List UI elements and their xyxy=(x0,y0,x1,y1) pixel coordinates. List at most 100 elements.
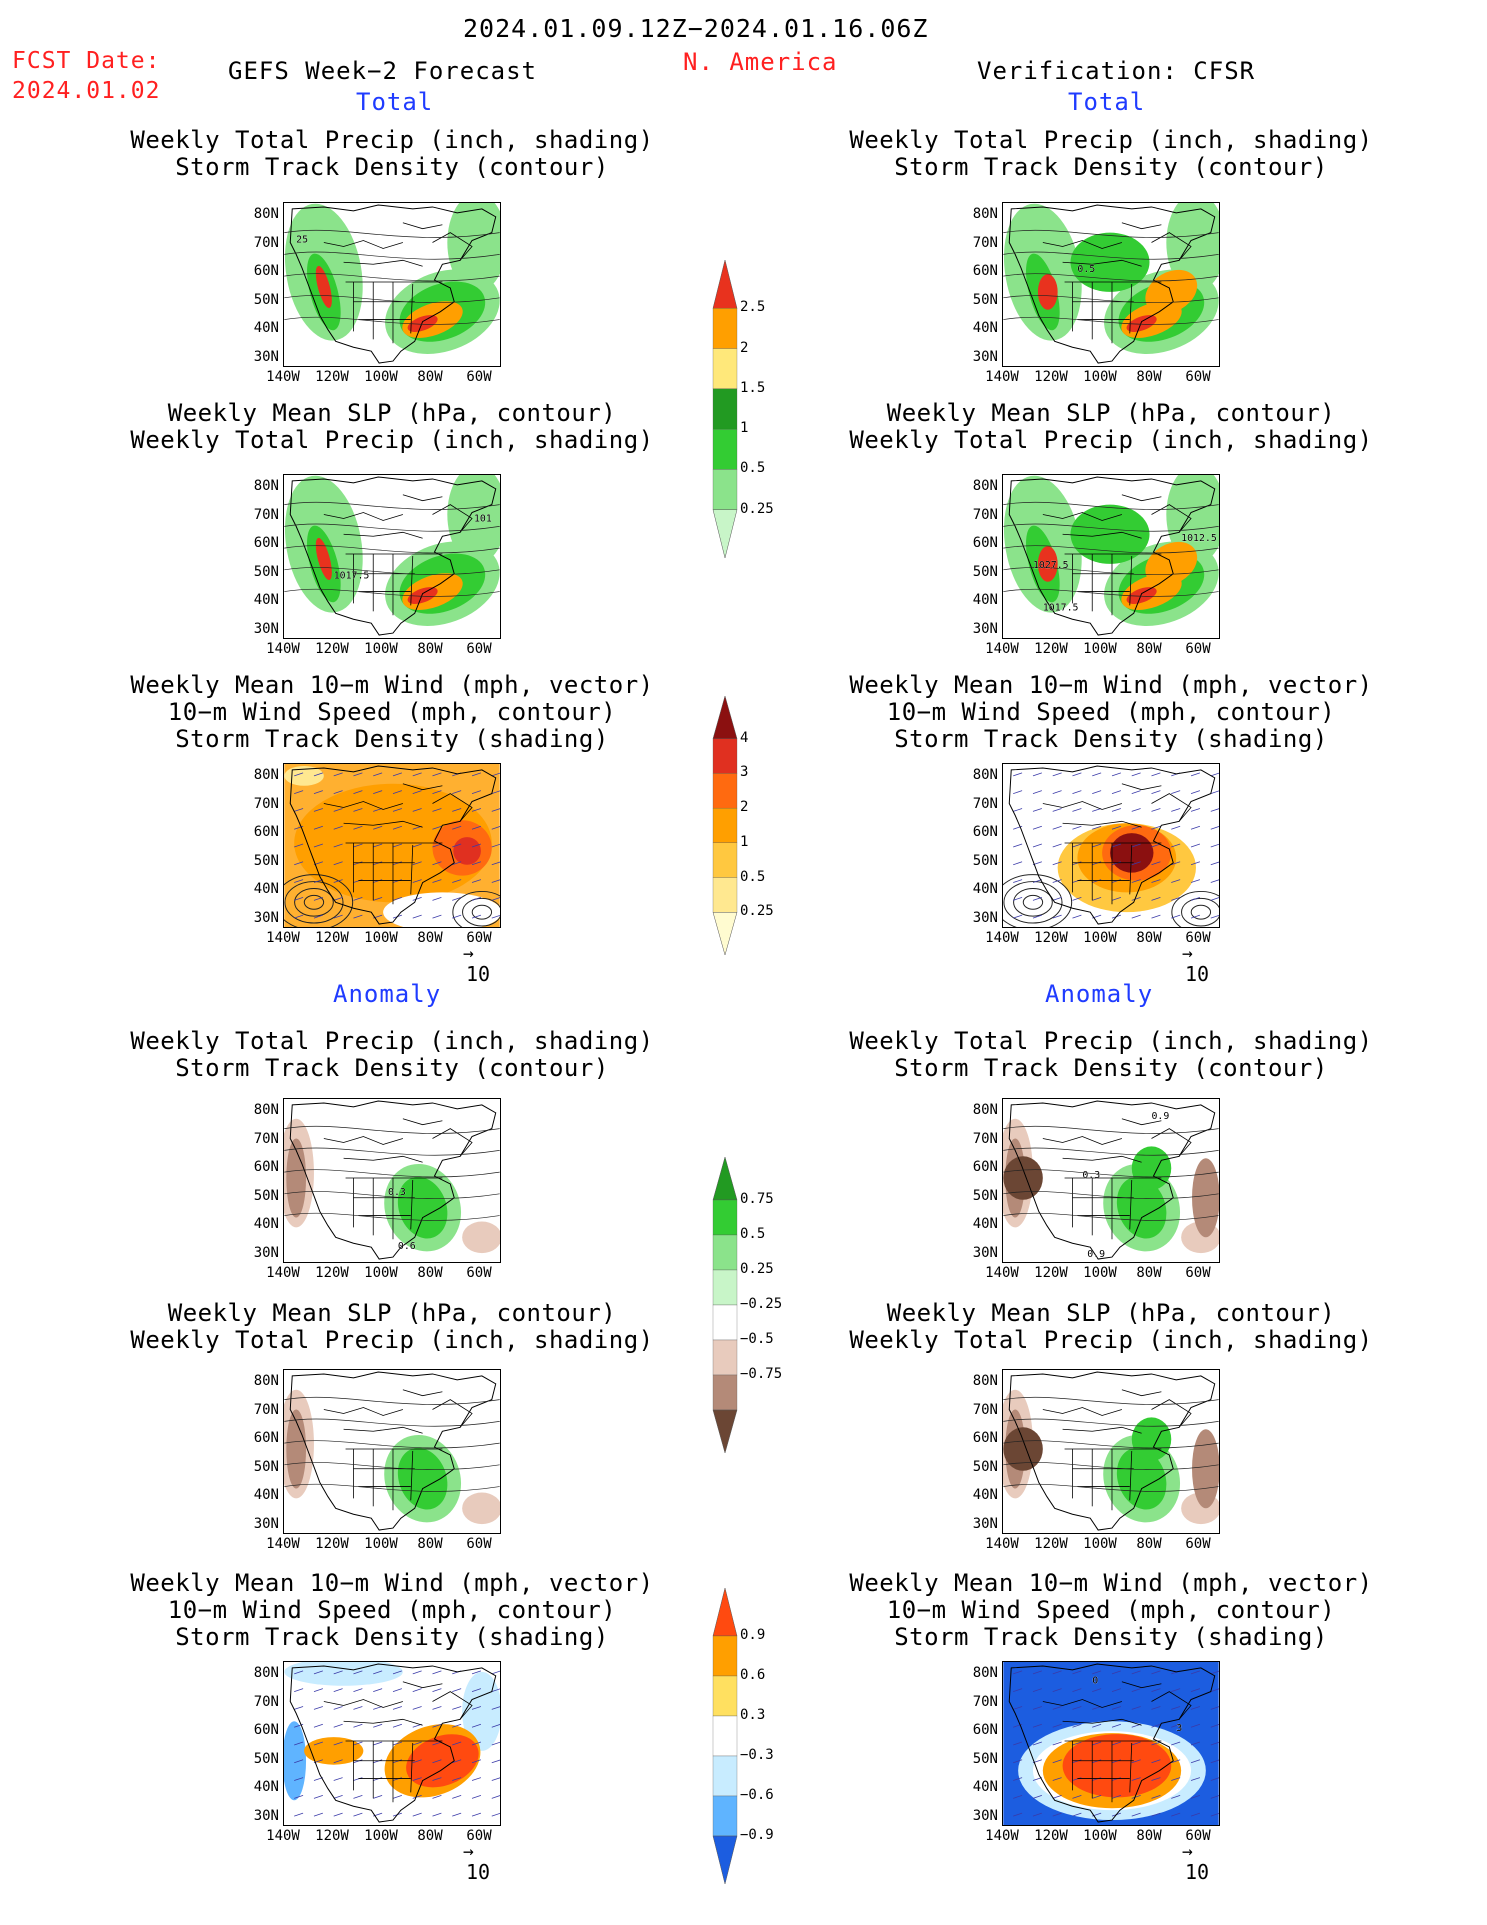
lon-tick-60W-5R: 60W xyxy=(1185,1536,1211,1552)
contour-label-p4_left_a: 0.3 xyxy=(388,1187,406,1198)
lat-tick-50N-2R: 50N xyxy=(972,563,998,580)
lat-tick-80N-3L: 80N xyxy=(253,767,279,783)
lat-tick-40N-3R: 40N xyxy=(972,881,998,897)
panel-title-6R-line2: 10−m Wind Speed (mph, contour) xyxy=(886,1596,1336,1624)
colorbar-precip_total-seg-4 xyxy=(712,428,738,470)
lat-tick-40N-2L: 40N xyxy=(253,592,279,608)
panel-title-5R-line2: Weekly Total Precip (inch, shading) xyxy=(849,1326,1373,1354)
lat-tick-80N-1R: 80N xyxy=(972,206,998,222)
colorbar-precip_anom-label-2: 0.25 xyxy=(740,1261,774,1277)
panel-title-1L-line2: Storm Track Density (contour) xyxy=(175,153,609,181)
contour-label-p2_right_a: 1027.5 xyxy=(1033,560,1069,571)
lon-tick-120W-5L: 120W xyxy=(315,1536,349,1552)
lat-tick-30N-3L: 30N xyxy=(253,909,279,926)
colorbar-track_anom-seg-1 xyxy=(712,1635,738,1677)
lon-tick-60W-6R: 60W xyxy=(1185,1828,1211,1844)
map-graphic-4L: 0.3 0.6 xyxy=(284,1099,500,1262)
colorbar-precip_anom-seg-6 xyxy=(712,1374,738,1411)
lat-tick-50N-4R: 50N xyxy=(972,1187,998,1204)
panel-title-2L-line2: Weekly Total Precip (inch, shading) xyxy=(130,426,654,454)
lat-tick-50N-3L: 50N xyxy=(253,852,279,869)
lat-tick-60N-1L: 60N xyxy=(253,263,279,279)
vector-ref-6R: 10 xyxy=(1185,1860,1210,1884)
fcst-date-value: 2024.01.02 xyxy=(12,78,161,104)
lat-tick-40N-4R: 40N xyxy=(972,1216,998,1232)
colorbar-track_total xyxy=(712,695,738,956)
lon-tick-100W-1R: 100W xyxy=(1083,369,1117,385)
contour-label-p1_right: 0.5 xyxy=(1077,264,1095,275)
colorbar-precip_anom-seg-0 xyxy=(712,1156,738,1201)
lon-tick-100W-5R: 100W xyxy=(1083,1536,1117,1552)
lat-tick-70N-1L: 70N xyxy=(253,234,279,251)
lon-tick-140W-1R: 140W xyxy=(985,369,1019,385)
lat-tick-70N-4L: 70N xyxy=(253,1130,279,1147)
lon-tick-140W-2L: 140W xyxy=(266,641,300,657)
lat-tick-80N-6R: 80N xyxy=(972,1665,998,1681)
lon-tick-60W-1R: 60W xyxy=(1185,369,1211,385)
lat-tick-80N-4L: 80N xyxy=(253,1102,279,1118)
lat-tick-70N-6L: 70N xyxy=(253,1693,279,1710)
lat-tick-50N-6R: 50N xyxy=(972,1750,998,1767)
lon-tick-60W-6L: 60W xyxy=(466,1828,492,1844)
map-graphic-5L xyxy=(284,1370,500,1533)
panel-title-6L-line2: 10−m Wind Speed (mph, contour) xyxy=(167,1596,617,1624)
map-graphic-6R: 03 xyxy=(1003,1662,1219,1825)
lon-tick-100W-6R: 100W xyxy=(1083,1828,1117,1844)
lat-tick-80N-3R: 80N xyxy=(972,767,998,783)
colorbar-precip_total-label-5: 0.25 xyxy=(740,500,774,517)
lon-tick-100W-4R: 100W xyxy=(1083,1265,1117,1281)
colorbar-track_total-label-2: 2 xyxy=(740,799,749,816)
colorbar-precip_total-seg-3 xyxy=(712,388,738,430)
lon-tick-60W-2L: 60W xyxy=(466,641,492,657)
map-panel-6L xyxy=(283,1661,501,1826)
colorbar-track_total-label-5: 0.25 xyxy=(740,903,774,920)
lat-tick-70N-3L: 70N xyxy=(253,795,279,812)
lon-tick-140W-2R: 140W xyxy=(985,641,1019,657)
map-graphic-6L xyxy=(284,1662,500,1825)
lon-tick-80W-5L: 80W xyxy=(417,1536,443,1552)
lon-tick-100W-1L: 100W xyxy=(364,369,398,385)
lat-tick-30N-3R: 30N xyxy=(972,909,998,926)
lat-tick-60N-2L: 60N xyxy=(253,535,279,551)
lat-tick-60N-6L: 60N xyxy=(253,1722,279,1738)
lat-tick-70N-6R: 70N xyxy=(972,1693,998,1710)
map-graphic-4R: 0.3 0.9 0.9 xyxy=(1003,1099,1219,1262)
contour-label-p4_right_b: 0.9 xyxy=(1152,1111,1170,1122)
verification-label: Verification: CFSR xyxy=(977,57,1256,85)
map-graphic-3L xyxy=(284,764,500,927)
lat-tick-30N-2R: 30N xyxy=(972,620,998,637)
panel-title-4L-line1: Weekly Total Precip (inch, shading) xyxy=(130,1027,654,1055)
colorbar-precip_anom-seg-7 xyxy=(712,1409,738,1454)
panel-title-3L-line1: Weekly Mean 10−m Wind (mph, vector) xyxy=(130,671,654,699)
lon-tick-120W-5R: 120W xyxy=(1034,1536,1068,1552)
panel-title-6R-line1: Weekly Mean 10−m Wind (mph, vector) xyxy=(849,1569,1373,1597)
panel-title-1R-line2: Storm Track Density (contour) xyxy=(894,153,1328,181)
lon-tick-100W-4L: 100W xyxy=(364,1265,398,1281)
lat-tick-70N-1R: 70N xyxy=(972,234,998,251)
colorbar-precip_anom-label-4: −0.5 xyxy=(740,1331,774,1347)
colorbar-track_anom-label-5: −0.9 xyxy=(740,1827,774,1843)
lon-tick-60W-3L: 60W xyxy=(466,930,492,946)
lat-tick-30N-1L: 30N xyxy=(253,348,279,365)
panel-title-2L-line1: Weekly Mean SLP (hPa, contour) xyxy=(167,399,617,427)
lon-tick-100W-6L: 100W xyxy=(364,1828,398,1844)
lon-tick-140W-4R: 140W xyxy=(985,1265,1019,1281)
lon-tick-60W-1L: 60W xyxy=(466,369,492,385)
lon-tick-140W-5L: 140W xyxy=(266,1536,300,1552)
panel-title-5R-line1: Weekly Mean SLP (hPa, contour) xyxy=(886,1299,1336,1327)
lon-tick-120W-2R: 120W xyxy=(1034,641,1068,657)
lat-tick-30N-6L: 30N xyxy=(253,1807,279,1824)
lat-tick-30N-4R: 30N xyxy=(972,1244,998,1261)
contour-label-p4_right_a: 0.3 xyxy=(1082,1170,1100,1181)
map-panel-5R xyxy=(1002,1369,1220,1534)
lon-tick-100W-3R: 100W xyxy=(1083,930,1117,946)
lat-tick-70N-4R: 70N xyxy=(972,1130,998,1147)
lat-tick-70N-5L: 70N xyxy=(253,1401,279,1418)
lon-tick-80W-5R: 80W xyxy=(1136,1536,1162,1552)
contour-label-p1_left: 25 xyxy=(296,235,308,246)
map-graphic-1L: 25 xyxy=(284,203,500,366)
map-graphic-1R: 0.5 xyxy=(1003,203,1219,366)
lat-tick-80N-1L: 80N xyxy=(253,206,279,222)
lon-tick-60W-4R: 60W xyxy=(1185,1265,1211,1281)
